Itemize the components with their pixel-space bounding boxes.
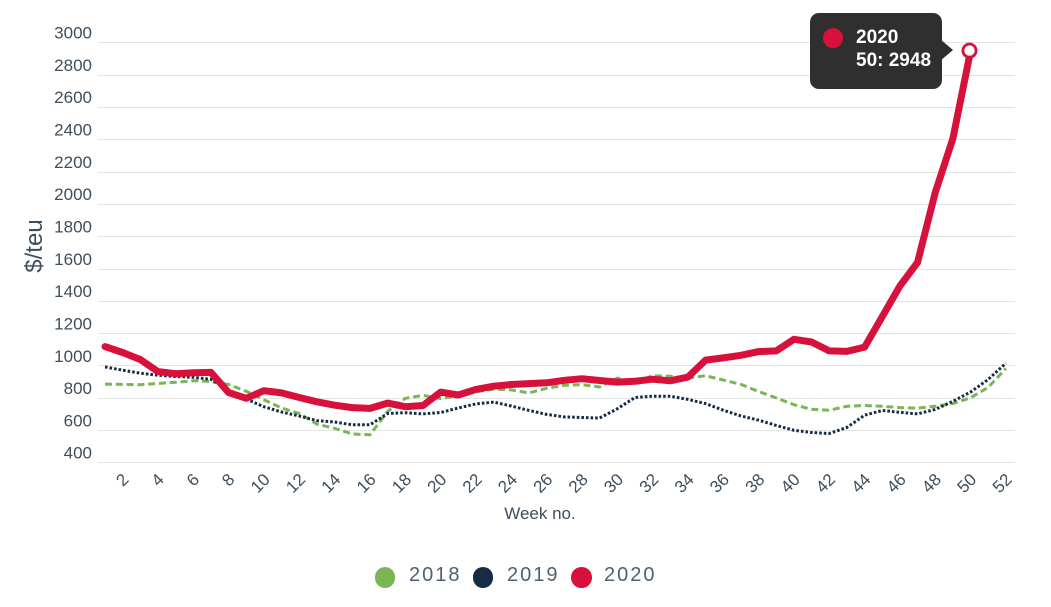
svg-text:52: 52 bbox=[989, 470, 1016, 497]
svg-text:36: 36 bbox=[706, 470, 733, 497]
svg-text:26: 26 bbox=[530, 470, 557, 497]
svg-text:1400: 1400 bbox=[54, 282, 92, 301]
svg-text:50: 50 bbox=[954, 470, 981, 497]
svg-text:20: 20 bbox=[424, 470, 451, 497]
svg-text:32: 32 bbox=[636, 470, 663, 497]
svg-text:8: 8 bbox=[218, 470, 238, 490]
svg-text:2400: 2400 bbox=[54, 121, 92, 140]
svg-text:18: 18 bbox=[388, 470, 415, 497]
svg-text:4: 4 bbox=[148, 470, 168, 490]
svg-text:$/teu: $/teu bbox=[21, 219, 48, 272]
svg-text:1000: 1000 bbox=[54, 347, 92, 366]
svg-text:2: 2 bbox=[112, 470, 132, 490]
svg-text:46: 46 bbox=[883, 470, 910, 497]
svg-text:1800: 1800 bbox=[54, 218, 92, 237]
svg-text:12: 12 bbox=[282, 470, 309, 497]
svg-text:400: 400 bbox=[64, 444, 92, 463]
svg-text:3000: 3000 bbox=[54, 24, 92, 43]
svg-text:2000: 2000 bbox=[54, 185, 92, 204]
svg-text:22: 22 bbox=[459, 470, 486, 497]
svg-text:Week no.: Week no. bbox=[504, 504, 576, 523]
svg-text:800: 800 bbox=[64, 379, 92, 398]
svg-text:30: 30 bbox=[600, 470, 627, 497]
svg-text:44: 44 bbox=[848, 470, 875, 497]
svg-text:40: 40 bbox=[777, 470, 804, 497]
svg-text:38: 38 bbox=[742, 470, 769, 497]
svg-text:28: 28 bbox=[565, 470, 592, 497]
svg-text:2600: 2600 bbox=[54, 88, 92, 107]
svg-text:42: 42 bbox=[812, 470, 839, 497]
svg-text:1600: 1600 bbox=[54, 250, 92, 269]
svg-text:48: 48 bbox=[918, 470, 945, 497]
svg-text:1200: 1200 bbox=[54, 314, 92, 333]
svg-text:34: 34 bbox=[671, 470, 698, 497]
svg-text:10: 10 bbox=[247, 470, 274, 497]
svg-text:6: 6 bbox=[183, 470, 203, 490]
svg-text:14: 14 bbox=[318, 470, 345, 497]
svg-text:16: 16 bbox=[353, 470, 380, 497]
svg-text:2800: 2800 bbox=[54, 56, 92, 75]
svg-text:600: 600 bbox=[64, 411, 92, 430]
svg-text:2200: 2200 bbox=[54, 153, 92, 172]
svg-text:24: 24 bbox=[494, 470, 521, 497]
